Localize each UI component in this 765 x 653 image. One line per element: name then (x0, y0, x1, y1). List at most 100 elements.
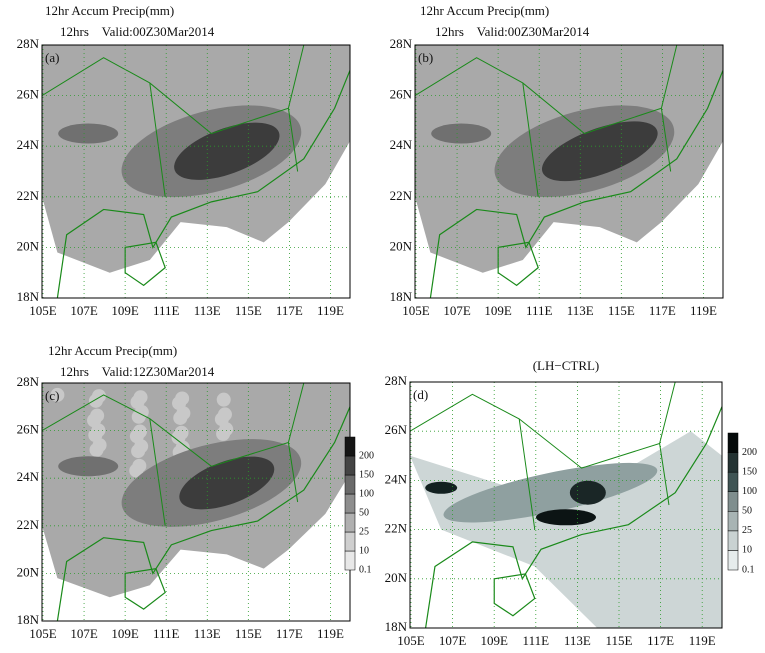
lat-label: 18N (390, 289, 413, 304)
lon-label: 113E (567, 303, 594, 318)
lon-label: 105E (402, 303, 430, 318)
colorbar-swatch (727, 471, 739, 492)
island (124, 241, 166, 287)
colorbar-swatch (727, 530, 739, 551)
precip-cell (131, 444, 146, 459)
panel-label: (d) (413, 387, 428, 402)
coastline (429, 70, 723, 298)
precip-cell (88, 428, 103, 443)
lat-label: 20N (390, 238, 413, 253)
lon-label: 107E (443, 303, 471, 318)
lon-label: 109E (484, 303, 512, 318)
lon-label: 105E (397, 633, 425, 648)
lon-label: 115E (608, 303, 635, 318)
colorbar-label: 100 (742, 486, 757, 497)
panel-subtitle: 12hrs Valid:00Z30Mar2014 (435, 24, 590, 39)
precip-cell (216, 392, 231, 407)
coastline (56, 70, 350, 298)
map-panel: 105E 107E 109E 111E 113E 115E 117E 119E 18N 20N 22… (17, 3, 351, 318)
colorbar-label: 0.1 (359, 564, 372, 575)
map-panel: 105E 107E 109E 111E 113E 115E 117E 119E 18N 20N 22… (385, 358, 757, 648)
colorbar-label: 50 (359, 507, 369, 518)
precip-heavy (174, 122, 280, 180)
panel-label: (b) (418, 50, 433, 65)
lon-label: 117E (276, 303, 303, 318)
panel-title: 12hr Accum Precip(mm) (420, 3, 549, 18)
lon-label: 117E (276, 626, 303, 641)
colorbar-label: 0.1 (742, 564, 755, 575)
lon-label: 107E (70, 626, 98, 641)
lat-label: 26N (390, 87, 413, 102)
coastline (56, 406, 350, 621)
map-panel: 105E 107E 109E 111E 113E 115E 117E 119E 18N 20N 22… (17, 343, 374, 641)
province-border (415, 45, 678, 197)
lon-label: 109E (111, 303, 139, 318)
colorbar-label: 10 (742, 545, 752, 556)
colorbar-swatch (344, 436, 356, 457)
colorbar-swatch (727, 550, 739, 571)
lon-label: 119E (317, 626, 344, 641)
precip-cell (129, 429, 144, 444)
panel-title: 12hr Accum Precip(mm) (45, 3, 174, 18)
colorbar-swatch (727, 491, 739, 512)
lat-label: 22N (385, 521, 408, 536)
lon-label: 119E (317, 303, 344, 318)
precip-mid (58, 123, 119, 144)
precip-cell (171, 430, 186, 445)
colorbar-swatch (344, 455, 356, 476)
precip-cell (87, 413, 102, 428)
colorbar-label: 50 (742, 506, 752, 517)
lon-label: 115E (235, 303, 262, 318)
lon-label: 115E (235, 626, 262, 641)
lon-label: 119E (690, 303, 717, 318)
lon-label: 113E (564, 633, 591, 648)
lat-label: 20N (385, 570, 408, 585)
lat-label: 24N (390, 137, 413, 152)
lon-label: 119E (689, 633, 716, 648)
map-field (415, 45, 723, 298)
panel-subtitle: 12hrs Valid:12Z30Mar2014 (60, 364, 215, 379)
precip-cell (130, 395, 145, 410)
lat-label: 22N (390, 188, 413, 203)
lon-label: 113E (194, 626, 221, 641)
map-field (410, 382, 722, 628)
lat-label: 28N (390, 36, 413, 51)
precip-cell (173, 410, 188, 425)
lat-label: 20N (17, 238, 40, 253)
lat-label: 26N (17, 422, 40, 437)
precip-cell (172, 396, 187, 411)
lat-label: 28N (385, 373, 408, 388)
lat-label: 22N (17, 517, 40, 532)
colorbar-swatch (727, 452, 739, 473)
panel-subtitle: 12hrs Valid:00Z30Mar2014 (60, 24, 215, 39)
lon-label: 111E (526, 303, 553, 318)
precip-mid (431, 123, 492, 144)
lat-label: 24N (17, 137, 40, 152)
lon-label: 107E (70, 303, 98, 318)
diff-mid (443, 462, 658, 523)
lat-label: 22N (17, 188, 40, 203)
colorbar-label: 200 (742, 447, 757, 458)
lon-label: 105E (29, 626, 57, 641)
panel-label: (a) (45, 50, 59, 65)
precip-heavy (541, 121, 658, 182)
lon-label: 113E (194, 303, 221, 318)
colorbar-label: 25 (742, 525, 752, 536)
lon-label: 117E (647, 633, 674, 648)
colorbar-swatch (727, 511, 739, 532)
map-panel: 105E 107E 109E 111E 113E 115E 117E 119E 18N 20N 22… (390, 3, 724, 318)
diff-strong (425, 481, 458, 494)
lat-label: 18N (17, 612, 40, 627)
colorbar-swatch (344, 474, 356, 495)
province-border (42, 383, 305, 526)
panel-title: (LH−CTRL) (533, 358, 600, 373)
lat-label: 28N (17, 374, 40, 389)
lat-label: 28N (17, 36, 40, 51)
colorbar-swatch (344, 550, 356, 571)
lat-label: 26N (385, 422, 408, 437)
precip-heavy (179, 456, 275, 510)
colorbar-label: 25 (359, 526, 369, 537)
map-field (42, 45, 350, 298)
map-frame (41, 44, 351, 299)
